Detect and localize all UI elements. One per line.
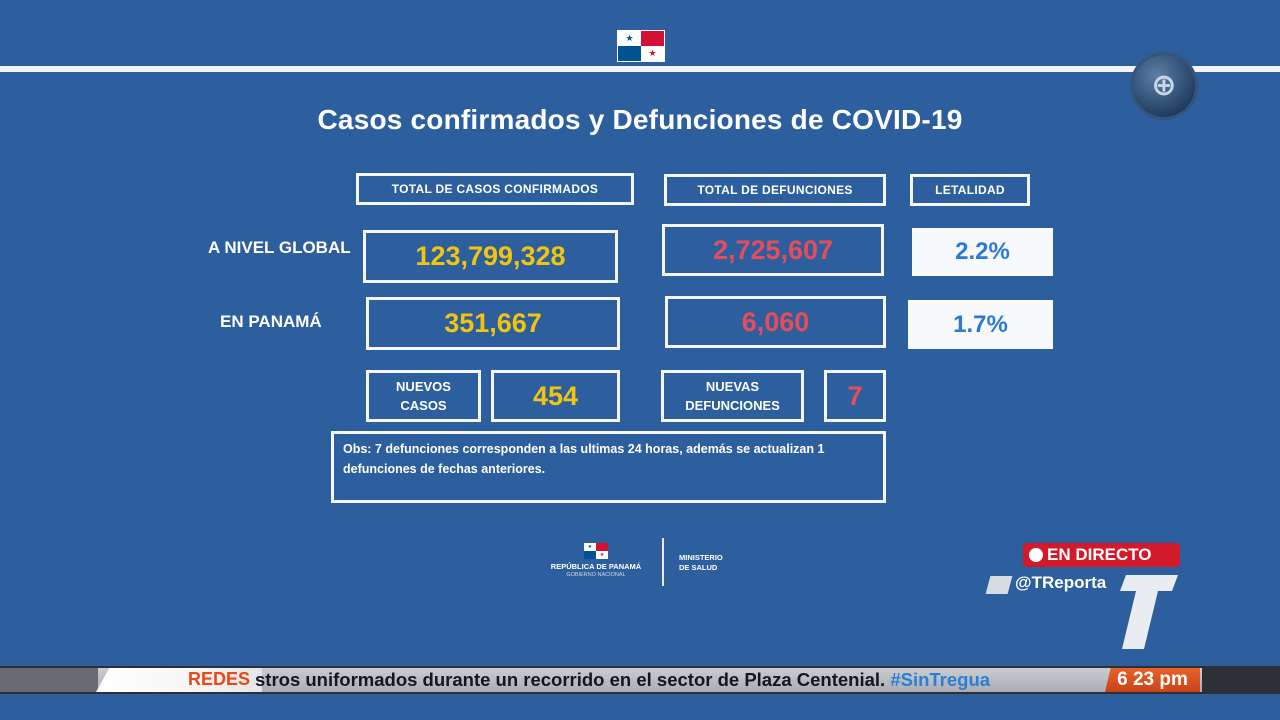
new-deaths-value: 7 — [847, 380, 863, 411]
ticker-left-panel — [0, 668, 98, 692]
social-handle: @TReporta — [1015, 573, 1107, 592]
new-cases-label-box: NUEVOS CASOS — [366, 370, 481, 422]
panama-flag-icon: ★ ★ — [617, 30, 665, 62]
panama-lethality-box: 1.7% — [908, 300, 1053, 349]
live-badge: EN DIRECTO — [1023, 543, 1180, 567]
header-total-deaths-label: TOTAL DE DEFUNCIONES — [697, 183, 853, 197]
handle-bar-icon — [985, 576, 1013, 594]
global-lethality-value: 2.2% — [955, 238, 1010, 265]
new-cases-value-box: 454 — [491, 370, 620, 422]
tv-channel-logo-icon: ⊕ — [1130, 52, 1198, 120]
header-divider — [0, 66, 1280, 72]
live-dot-icon — [1029, 548, 1043, 562]
clock-badge: 6 23 pm — [1105, 668, 1200, 692]
global-deaths-box: 2,725,607 — [662, 224, 884, 276]
new-cases-label-line1: NUEVOS — [396, 379, 451, 394]
header-total-cases-label: TOTAL DE CASOS CONFIRMADOS — [391, 182, 599, 196]
panama-lethality-value: 1.7% — [953, 310, 1008, 338]
gov-flag-icon: ★ ★ — [584, 543, 608, 559]
global-deaths-value: 2,725,607 — [712, 234, 834, 265]
ticker-message-text: stros uniformados durante un recorrido e… — [255, 669, 886, 690]
ticker-strip — [98, 668, 1202, 692]
ticker-section-label: REDES — [188, 669, 251, 689]
new-deaths-label-line2: DEFUNCIONES — [685, 398, 780, 413]
new-cases-value: 454 — [532, 380, 579, 411]
new-deaths-value-box: 7 — [824, 370, 886, 422]
new-deaths-label-line1: NUEVAS — [705, 379, 760, 394]
header-lethality-label: LETALIDAD — [935, 183, 1005, 197]
header-lethality: LETALIDAD — [910, 174, 1030, 206]
ticker-message: stros uniformados durante un recorrido e… — [255, 669, 990, 691]
global-lethality-box: 2.2% — [912, 228, 1053, 276]
panama-deaths-value: 6,060 — [741, 306, 810, 337]
ticker-hashtag: #SinTregua — [890, 669, 991, 690]
panama-cases-value: 351,667 — [444, 308, 542, 338]
live-label: EN DIRECTO — [1047, 545, 1152, 564]
t-brand-logo-icon — [1120, 575, 1178, 649]
header-total-cases: TOTAL DE CASOS CONFIRMADOS — [356, 173, 634, 205]
observation-note: Obs: 7 defunciones corresponden a las ul… — [331, 431, 886, 503]
new-deaths-label-box: NUEVAS DEFUNCIONES — [661, 370, 804, 422]
panama-deaths-box: 6,060 — [665, 296, 886, 348]
row-label-panama: EN PANAMÁ — [220, 312, 322, 331]
footer-divider — [662, 538, 664, 586]
bottom-strip — [0, 694, 1280, 720]
panama-cases-box: 351,667 — [366, 297, 620, 350]
ministry-line2: DE SALUD — [679, 563, 718, 572]
slide-title: Casos confirmados y Defunciones de COVID… — [317, 104, 963, 135]
gov-subtitle: GOBIERNO NACIONAL — [566, 572, 626, 578]
global-cases-box: 123,799,328 — [363, 230, 618, 283]
clock-time: 6 23 pm — [1117, 669, 1188, 690]
new-cases-label-line2: CASOS — [400, 398, 447, 413]
global-cases-value: 123,799,328 — [415, 241, 566, 271]
gov-name: REPÚBLICA DE PANAMÁ — [550, 562, 642, 571]
row-label-global: A NIVEL GLOBAL — [208, 238, 351, 257]
ticker-section-tab — [96, 668, 262, 692]
ministry-line1: MINISTERIO — [679, 553, 723, 562]
header-total-deaths: TOTAL DE DEFUNCIONES — [664, 174, 886, 206]
